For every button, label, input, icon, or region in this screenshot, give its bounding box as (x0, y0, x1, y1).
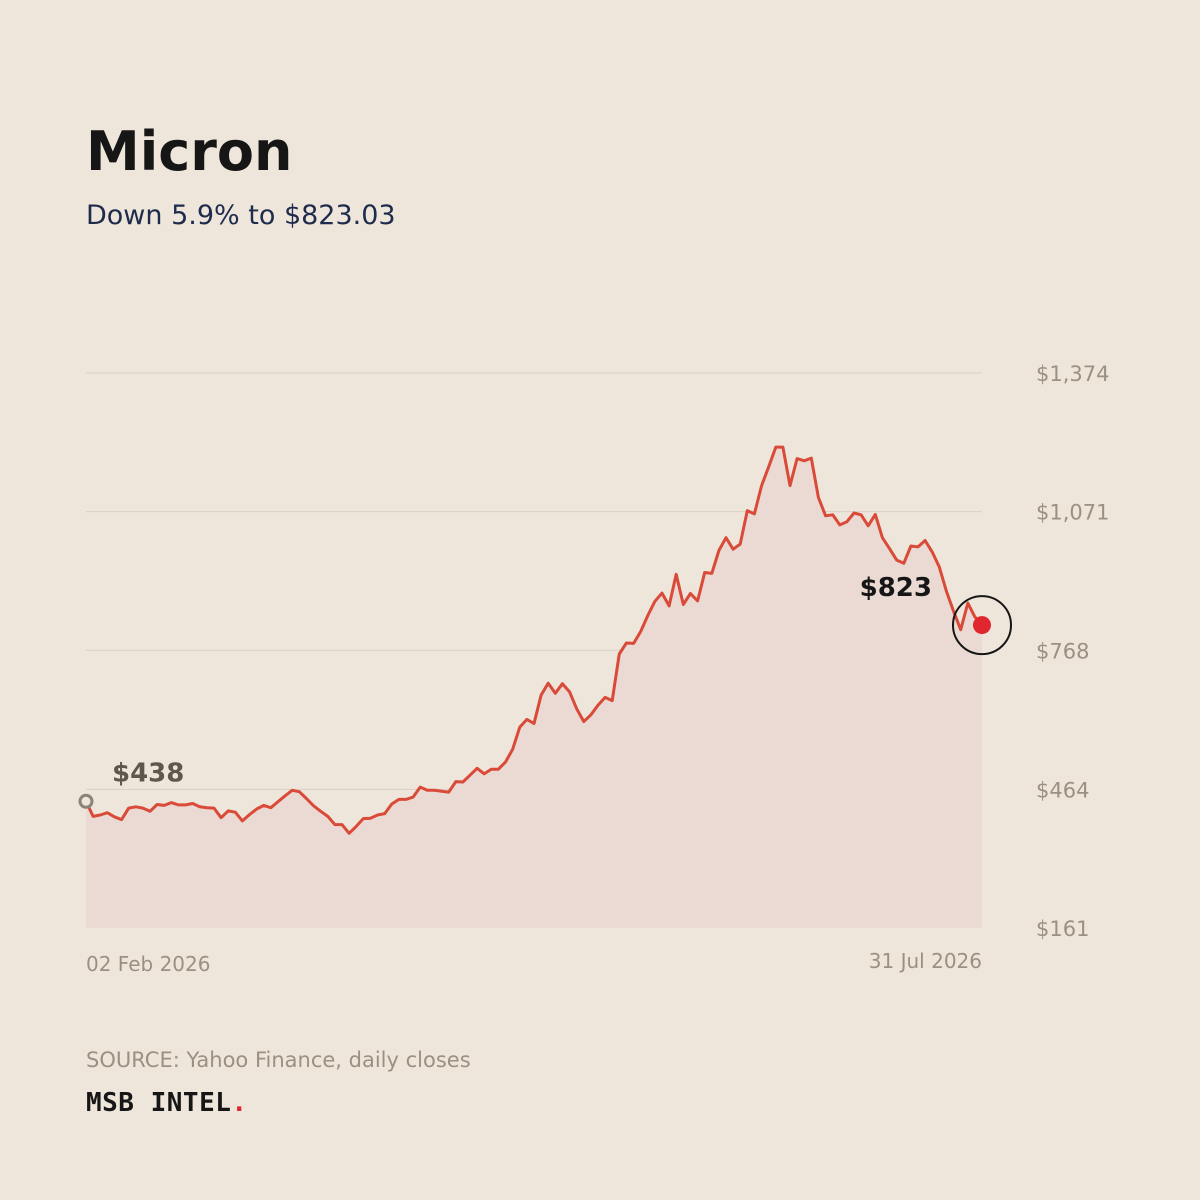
price-line (84, 445, 984, 835)
start-point-marker (78, 793, 94, 809)
y-axis-ticks: $1,374 $1,071 $768 $464 $161 (1036, 362, 1109, 941)
end-point-ring (952, 595, 1012, 656)
y-tick-label: $1,071 (1036, 501, 1109, 525)
source-note: SOURCE: Yahoo Finance, daily closes (86, 1048, 471, 1072)
chart-title: Micron (86, 120, 293, 183)
brand-dot: . (231, 1088, 248, 1118)
y-tick-label: $464 (1036, 778, 1089, 802)
y-tick-label: $161 (1036, 917, 1089, 941)
y-tick-label: $768 (1036, 639, 1089, 663)
brand-logo: MSB INTEL. (86, 1088, 248, 1118)
start-value-label: $438 (112, 758, 184, 788)
y-tick-label: $1,374 (1036, 362, 1109, 386)
price-area (86, 447, 982, 928)
end-value-label: $823 (860, 573, 932, 603)
chart-subtitle: Down 5.9% to $823.03 (86, 200, 396, 231)
x-start-label: 02 Feb 2026 (86, 952, 210, 976)
brand-text: MSB INTEL (86, 1088, 232, 1118)
x-end-label: 31 Jul 2026 (869, 949, 982, 973)
end-point-marker (973, 616, 991, 635)
